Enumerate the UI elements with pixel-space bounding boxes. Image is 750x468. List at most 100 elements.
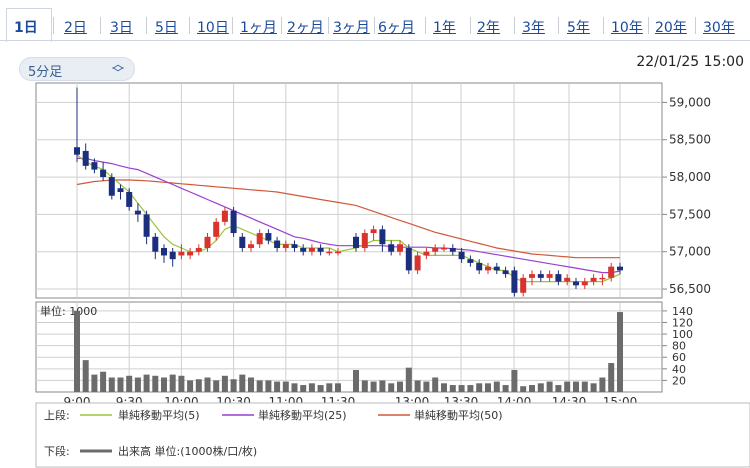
tab-separator	[603, 17, 604, 34]
volume-bar	[195, 379, 202, 392]
price-axis: 59,000 58,500 58,000 57,500 57,000 56,500	[662, 95, 711, 296]
volume-bar	[91, 374, 98, 392]
volume-bar	[256, 380, 263, 392]
candle-up	[529, 274, 535, 278]
tab-11[interactable]: 2年	[477, 20, 500, 36]
volume-bar	[248, 377, 254, 392]
volume-bar	[274, 381, 281, 392]
price-tick-label: 57,500	[669, 207, 711, 221]
tab-10[interactable]: 1年	[433, 20, 456, 36]
candle-down	[291, 244, 298, 248]
volume-bar	[573, 381, 579, 392]
price-panel-frame	[35, 82, 663, 299]
legend-ma5-label: 単純移動平均(5)	[118, 408, 200, 422]
volume-bar	[467, 385, 474, 392]
candle-up	[187, 251, 194, 256]
candle-down	[537, 274, 544, 278]
volume-bar	[282, 381, 289, 392]
tab-14[interactable]: 10年	[611, 20, 643, 36]
tab-separator	[232, 17, 233, 34]
tab-2[interactable]: 2日	[64, 20, 87, 36]
candle-down	[134, 210, 141, 215]
volume-bar	[458, 385, 465, 392]
candle-up	[599, 277, 606, 280]
tab-separator	[146, 17, 147, 34]
candle-down	[449, 247, 456, 252]
tab-16[interactable]: 30年	[703, 20, 735, 36]
candle-up	[520, 277, 527, 293]
volume-bar	[449, 385, 456, 392]
candle-down	[239, 236, 246, 248]
candle-down	[511, 270, 518, 293]
tab-5[interactable]: 10日	[197, 20, 229, 36]
legend-box	[35, 402, 750, 468]
volume-bar	[178, 375, 185, 392]
candle-down	[169, 251, 176, 260]
candle-up	[546, 274, 553, 278]
volume-tick-label: 20	[672, 374, 686, 387]
volume-bar	[555, 385, 562, 392]
price-tick-label: 56,500	[669, 282, 711, 296]
volume-bar	[134, 377, 141, 392]
volume-bar	[187, 380, 194, 392]
volume-bar	[361, 380, 368, 392]
volume-tick-label: 100	[672, 328, 693, 341]
tab-separator	[374, 17, 375, 34]
candle-up	[282, 244, 289, 248]
ma5-line	[76, 154, 621, 283]
volume-bar	[476, 383, 483, 392]
candle-down	[493, 266, 500, 271]
volume-bar	[353, 369, 359, 392]
tab-8[interactable]: 3ヶ月	[333, 20, 370, 36]
tab-7[interactable]: 2ヶ月	[287, 20, 324, 36]
candle-down	[108, 177, 115, 196]
candlesticks	[74, 87, 623, 297]
tab-13[interactable]: 5年	[567, 20, 590, 36]
volume-bar	[300, 385, 307, 392]
volume-tick-label: 140	[672, 305, 693, 318]
volume-bar	[511, 369, 518, 392]
tab-15[interactable]: 20年	[655, 20, 687, 36]
volume-bar	[388, 383, 395, 392]
tab-1[interactable]: 1日	[14, 20, 38, 36]
chevron-updown-icon: ︿ ﹀	[111, 57, 124, 80]
candle-up	[221, 210, 228, 222]
candle-down	[161, 247, 167, 256]
candle-down	[573, 281, 579, 286]
tab-separator	[514, 17, 515, 34]
volume-bar	[100, 371, 107, 392]
volume-bar	[590, 383, 597, 392]
volume-bar	[423, 381, 430, 392]
volume-bar	[379, 380, 386, 392]
volume-tick-label: 120	[672, 316, 693, 329]
legend-volume-label: 出来高 単位:(1000株/口/枚)	[118, 444, 257, 458]
candle-up	[608, 266, 615, 278]
volume-bar	[370, 381, 377, 392]
stock-chart: 59,000 58,500 58,000 57,500 57,000 56,500 単位:…	[35, 82, 750, 468]
volume-bar	[117, 377, 124, 392]
tab-separator	[100, 17, 101, 34]
candle-up	[397, 244, 403, 252]
volume-bar	[564, 381, 571, 392]
candle-up	[414, 255, 421, 271]
tab-9[interactable]: 6ヶ月	[378, 20, 415, 36]
candle-up	[370, 229, 377, 234]
price-tick-label: 59,000	[669, 95, 711, 109]
volume-bar	[239, 374, 246, 392]
volume-bar	[317, 385, 324, 392]
tab-4[interactable]: 5日	[155, 20, 178, 36]
volume-bar	[581, 381, 588, 392]
legend-ma25-label: 単純移動平均(25)	[258, 408, 347, 422]
tab-12[interactable]: 3年	[522, 20, 545, 36]
candle-up	[590, 277, 597, 282]
volume-bar	[546, 381, 553, 392]
candle-down	[126, 191, 133, 207]
candle-up	[248, 244, 254, 248]
price-tick-label: 57,000	[669, 245, 711, 259]
candle-down	[467, 259, 474, 263]
candle-up	[213, 221, 220, 237]
tab-3[interactable]: 3日	[110, 20, 133, 36]
tab-6[interactable]: 1ヶ月	[240, 20, 277, 36]
candle-down	[617, 266, 623, 271]
interval-select[interactable]: 5分足 ︿ ﹀	[19, 57, 135, 81]
